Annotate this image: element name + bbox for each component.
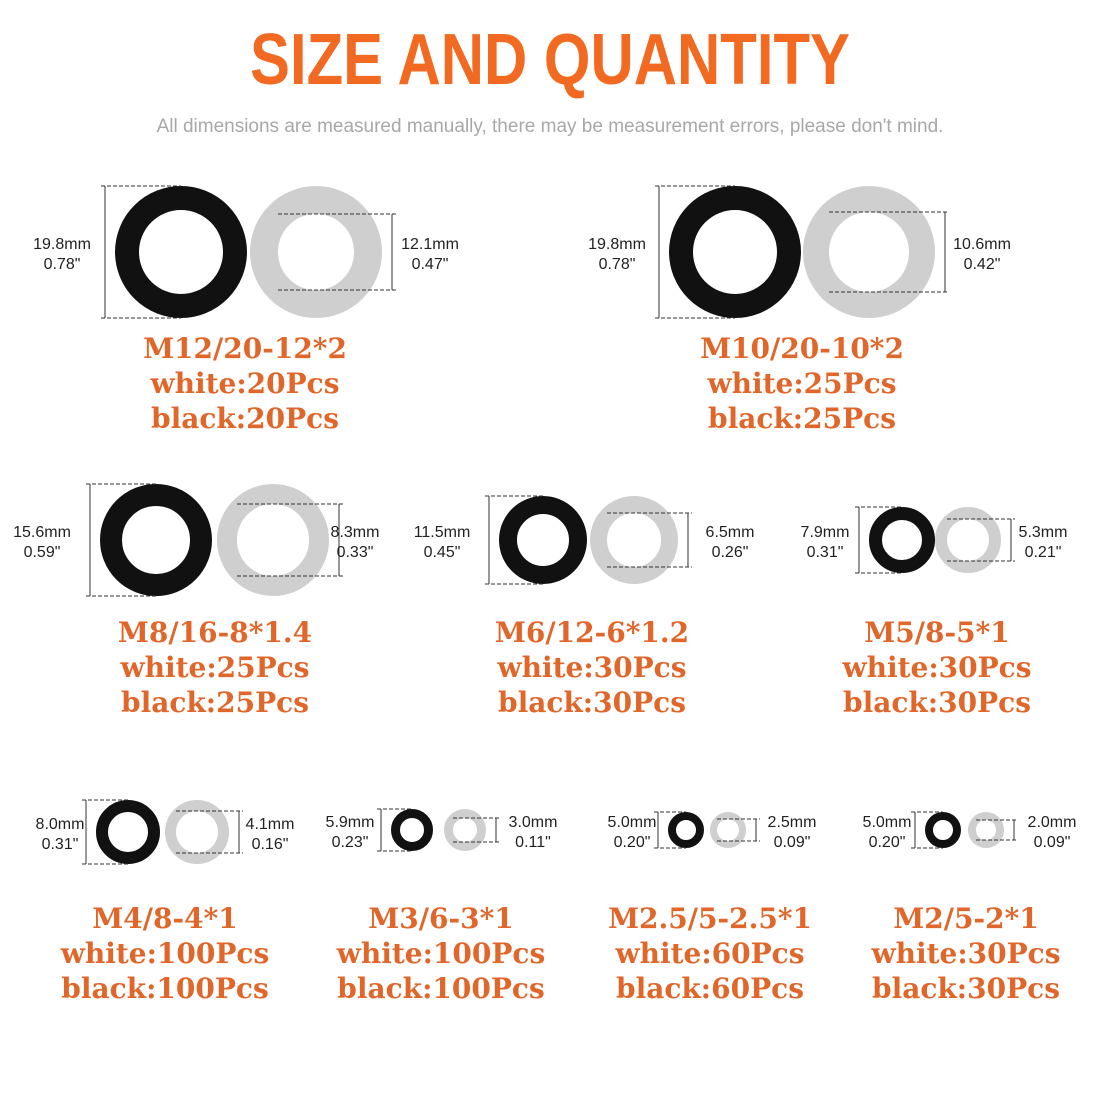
inner-mm: 2.0mm bbox=[1028, 814, 1077, 831]
black-washer bbox=[391, 809, 433, 851]
black-washer bbox=[96, 800, 160, 864]
item-name: M8/16-8*1.4 bbox=[118, 616, 312, 649]
inner-in: 0.09" bbox=[774, 834, 811, 851]
outer-in: 0.78" bbox=[44, 256, 81, 273]
item-name: M2/5-2*1 bbox=[893, 902, 1038, 935]
item-black: black:100Pcs bbox=[337, 972, 544, 1005]
item-name: M4/8-4*1 bbox=[92, 902, 237, 935]
inner-mm: 5.3mm bbox=[1019, 524, 1068, 541]
item-name: M12/20-12*2 bbox=[143, 332, 347, 365]
inner-mm: 2.5mm bbox=[768, 814, 817, 831]
white-washer bbox=[935, 507, 1001, 573]
white-washer bbox=[590, 496, 678, 584]
black-washer bbox=[925, 812, 961, 848]
black-washer bbox=[669, 186, 801, 318]
inner-mm: 8.3mm bbox=[331, 524, 380, 541]
item-white: white:20Pcs bbox=[149, 367, 339, 400]
inner-in: 0.33" bbox=[337, 544, 374, 561]
white-washer bbox=[250, 186, 382, 318]
inner-in: 0.09" bbox=[1034, 834, 1071, 851]
outer-mm: 8.0mm bbox=[36, 816, 85, 833]
item-black: black:25Pcs bbox=[708, 402, 896, 435]
item-name: M2.5/5-2.5*1 bbox=[608, 902, 812, 935]
item-name: M10/20-10*2 bbox=[700, 332, 904, 365]
outer-mm: 19.8mm bbox=[33, 236, 91, 253]
inner-in: 0.11" bbox=[515, 834, 551, 851]
white-washer bbox=[710, 812, 746, 848]
black-washer bbox=[100, 484, 212, 596]
outer-mm: 5.9mm bbox=[326, 814, 375, 831]
item-name: M3/6-3*1 bbox=[368, 902, 513, 935]
item-white: white:100Pcs bbox=[60, 937, 270, 970]
outer-mm: 15.6mm bbox=[13, 524, 71, 541]
title: SIZE AND QUANTITY bbox=[250, 20, 850, 100]
item-white: white:25Pcs bbox=[706, 367, 896, 400]
item-name: M5/8-5*1 bbox=[864, 616, 1009, 649]
outer-in: 0.20" bbox=[614, 834, 651, 851]
item-white: white:100Pcs bbox=[336, 937, 546, 970]
item-white: white:25Pcs bbox=[119, 651, 309, 684]
white-washer bbox=[803, 186, 935, 318]
inner-in: 0.42" bbox=[964, 256, 1001, 273]
black-washer bbox=[499, 496, 587, 584]
outer-in: 0.20" bbox=[869, 834, 906, 851]
black-washer bbox=[115, 186, 247, 318]
item-white: white:30Pcs bbox=[870, 937, 1060, 970]
inner-in: 0.26" bbox=[712, 544, 749, 561]
item-white: white:60Pcs bbox=[614, 937, 804, 970]
inner-mm: 10.6mm bbox=[953, 236, 1011, 253]
white-washer bbox=[165, 800, 229, 864]
white-washer bbox=[444, 809, 486, 851]
outer-mm: 7.9mm bbox=[801, 524, 850, 541]
item-black: black:60Pcs bbox=[616, 972, 804, 1005]
item-black: black:20Pcs bbox=[151, 402, 339, 435]
subtitle: All dimensions are measured manually, th… bbox=[157, 116, 944, 137]
inner-mm: 6.5mm bbox=[706, 524, 755, 541]
outer-in: 0.31" bbox=[42, 836, 79, 853]
inner-mm: 12.1mm bbox=[401, 236, 459, 253]
outer-in: 0.78" bbox=[599, 256, 636, 273]
item-black: black:30Pcs bbox=[498, 686, 686, 719]
outer-in: 0.23" bbox=[332, 834, 369, 851]
inner-in: 0.16" bbox=[252, 836, 289, 853]
item-black: black:25Pcs bbox=[121, 686, 309, 719]
outer-in: 0.45" bbox=[424, 544, 461, 561]
item-white: white:30Pcs bbox=[841, 651, 1031, 684]
outer-mm: 11.5mm bbox=[414, 524, 471, 541]
inner-mm: 4.1mm bbox=[246, 816, 295, 833]
black-washer bbox=[668, 812, 704, 848]
item-black: black:100Pcs bbox=[61, 972, 268, 1005]
outer-mm: 5.0mm bbox=[608, 814, 657, 831]
item-black: black:30Pcs bbox=[843, 686, 1031, 719]
white-washer bbox=[968, 812, 1004, 848]
inner-mm: 3.0mm bbox=[509, 814, 558, 831]
inner-in: 0.21" bbox=[1025, 544, 1062, 561]
outer-in: 0.59" bbox=[24, 544, 61, 561]
outer-mm: 5.0mm bbox=[863, 814, 912, 831]
white-washer bbox=[217, 484, 329, 596]
item-white: white:30Pcs bbox=[496, 651, 686, 684]
outer-mm: 19.8mm bbox=[588, 236, 646, 253]
outer-in: 0.31" bbox=[807, 544, 844, 561]
inner-in: 0.47" bbox=[412, 256, 449, 273]
item-black: black:30Pcs bbox=[872, 972, 1060, 1005]
item-name: M6/12-6*1.2 bbox=[495, 616, 689, 649]
black-washer bbox=[869, 507, 935, 573]
